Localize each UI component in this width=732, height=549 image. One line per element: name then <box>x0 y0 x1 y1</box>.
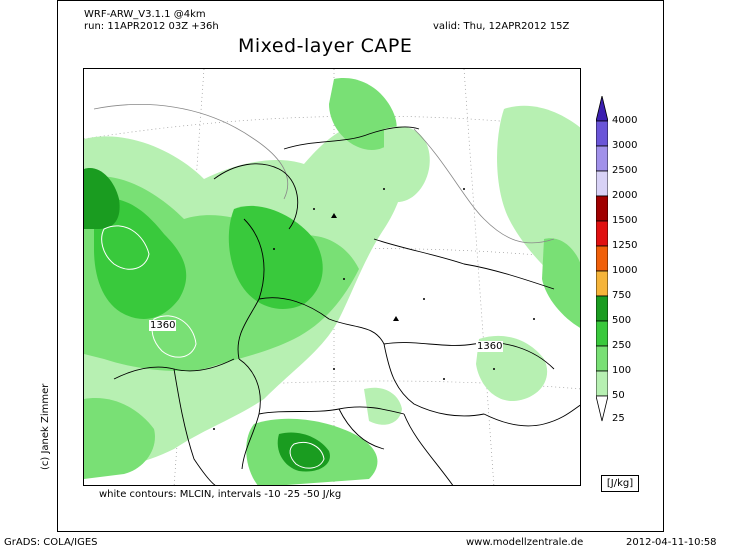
legend-swatch <box>595 120 609 147</box>
cin-label-west: 1360 <box>149 320 177 331</box>
legend-level-label: 100 <box>612 365 632 376</box>
map-svg <box>84 69 580 485</box>
model-label: WRF-ARW_V3.1.1 @4km <box>84 9 206 20</box>
legend-swatch <box>595 295 609 322</box>
legend-swatch <box>595 220 609 247</box>
valid-label: valid: Thu, 12APR2012 15Z <box>433 21 570 32</box>
map-title: Mixed-layer CAPE <box>238 35 413 57</box>
footer-center: www.modellzentrale.de <box>466 537 584 548</box>
legend-level-label: 2000 <box>612 190 638 201</box>
footer-right: 2012-04-11-10:58 <box>626 537 717 548</box>
legend-swatch <box>595 320 609 347</box>
legend-bars <box>595 95 609 422</box>
run-label: run: 11APR2012 03Z +36h <box>84 21 219 32</box>
cin-label-east: 1360 <box>476 341 504 352</box>
legend-swatch <box>595 395 609 422</box>
legend-level-label: 250 <box>612 340 632 351</box>
contour-note: white contours: MLCIN, intervals -10 -25… <box>99 489 342 500</box>
legend-swatch <box>595 270 609 297</box>
legend-level-label: 1250 <box>612 240 638 251</box>
footer-left: GrADS: COLA/IGES <box>4 537 98 548</box>
color-legend <box>595 95 609 430</box>
legend-level-label: 2500 <box>612 165 638 176</box>
legend-swatch <box>595 245 609 272</box>
country-borders <box>113 126 580 485</box>
station-dots <box>213 188 535 430</box>
plot-frame <box>57 0 664 532</box>
legend-unit: [J/kg] <box>601 475 639 492</box>
legend-level-label: 750 <box>612 290 632 301</box>
legend-level-label: 25 <box>612 413 625 424</box>
legend-level-label: 50 <box>612 390 625 401</box>
legend-level-label: 1000 <box>612 265 638 276</box>
legend-level-label: 1500 <box>612 215 638 226</box>
cape-map: 1360 1360 <box>83 68 581 486</box>
legend-swatch <box>595 195 609 222</box>
legend-swatch <box>595 345 609 372</box>
legend-level-label: 3000 <box>612 140 638 151</box>
legend-swatch <box>595 170 609 197</box>
legend-swatch <box>595 370 609 397</box>
credit-text: (c) Janek Zimmer <box>40 383 51 470</box>
legend-swatch <box>595 145 609 172</box>
coastline-grey <box>93 104 555 244</box>
legend-colorbar <box>595 95 609 422</box>
legend-swatch <box>595 95 609 122</box>
graticule <box>84 69 580 485</box>
cin-contours <box>101 225 325 469</box>
cape-shading <box>84 78 580 485</box>
legend-level-label: 4000 <box>612 115 638 126</box>
legend-level-label: 500 <box>612 315 632 326</box>
